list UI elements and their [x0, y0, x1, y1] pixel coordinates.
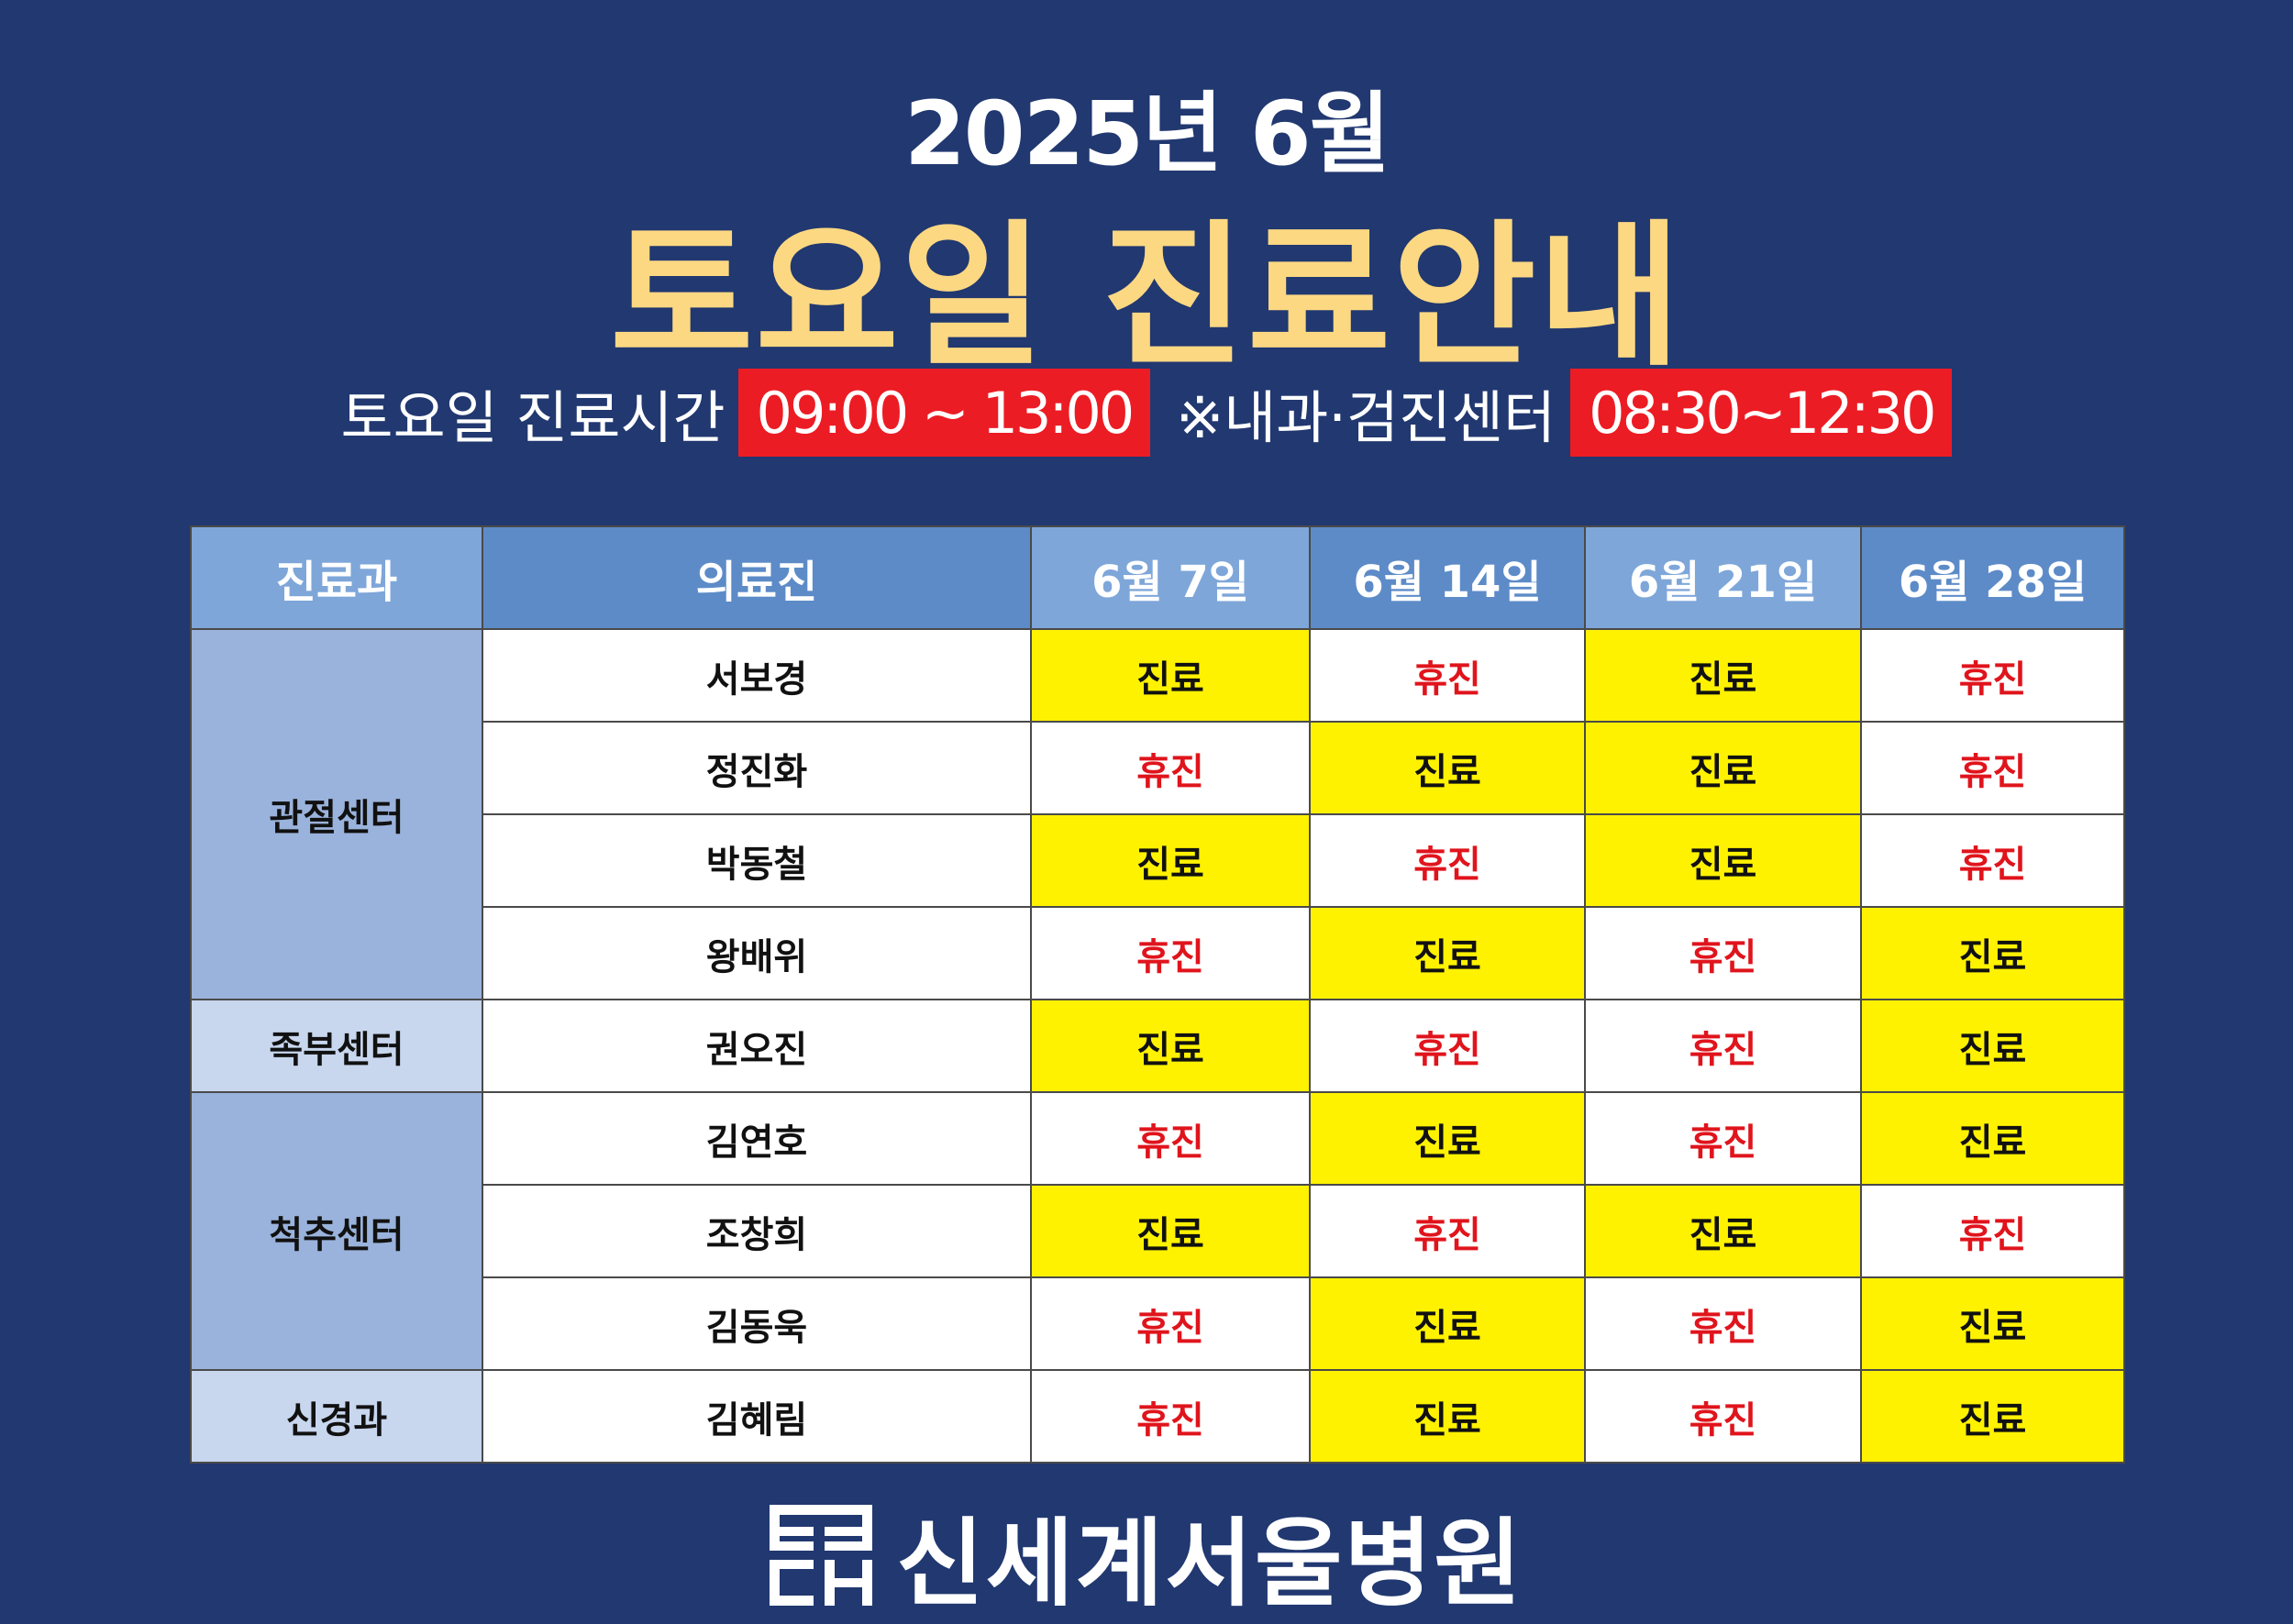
schedule-cell: 휴진	[1309, 999, 1586, 1093]
table-row: 박동철 진료 휴진 진료 휴진	[191, 813, 2125, 908]
doctor-name: 왕배위	[482, 906, 1032, 1000]
schedule-cell: 휴진	[1030, 906, 1311, 1000]
internal-medicine-note: ※내과·검진센터	[1176, 384, 1556, 451]
schedule-cell: 휴진	[1309, 1184, 1586, 1278]
doctor-name: 서보경	[482, 628, 1032, 723]
doctor-name: 김혜림	[482, 1369, 1032, 1464]
schedule-cell: 진료	[1860, 906, 2125, 1000]
schedule-cell: 진료	[1309, 1091, 1586, 1186]
table-row: 족부센터 권오진 진료 휴진 휴진 진료	[190, 999, 2125, 1093]
header-doctor: 의료진	[482, 525, 1032, 630]
schedule-cell: 휴진	[1584, 1091, 1862, 1186]
hours-time-badge: 09:00 ~ 13:00	[737, 369, 1151, 457]
schedule-cell: 휴진	[1860, 813, 2125, 908]
department-cell: 관절센터	[190, 628, 483, 1000]
hospital-logo-icon	[770, 1504, 873, 1606]
schedule-cell: 진료	[1030, 999, 1311, 1093]
schedule-cell: 진료	[1030, 813, 1311, 908]
table-header-row: 진료과 의료진 6월 7일 6월 14일 6월 21일 6월 28일	[190, 525, 2125, 630]
hospital-name: 신세계서울병원	[896, 1508, 1523, 1619]
header-date: 6월 7일	[1030, 525, 1311, 630]
schedule-cell: 진료	[1860, 1276, 2125, 1371]
doctor-name: 김연호	[482, 1091, 1032, 1186]
table-row: 정진화 휴진 진료 진료 휴진	[191, 721, 2125, 815]
doctor-name: 조창희	[482, 1184, 1032, 1278]
hours-label: 토요일 진료시간	[340, 384, 726, 451]
schedule-cell: 휴진	[1860, 721, 2125, 815]
hospital-footer: 신세계서울병원	[0, 1486, 2293, 1624]
header-date: 6월 21일	[1584, 525, 1862, 630]
department-cell: 척추센터	[190, 1091, 483, 1371]
schedule-cell: 진료	[1309, 1276, 1586, 1371]
schedule-cell: 휴진	[1309, 628, 1586, 723]
table-row: 김동욱 휴진 진료 휴진 진료	[191, 1276, 2125, 1371]
schedule-cell: 진료	[1030, 628, 1311, 723]
schedule-cell: 진료	[1860, 1091, 2125, 1186]
table-row: 신경과 김혜림 휴진 진료 휴진 진료	[190, 1369, 2125, 1464]
doctor-name: 박동철	[482, 813, 1032, 908]
internal-medicine-time-badge: 08:30~12:30	[1570, 369, 1953, 457]
department-cell: 신경과	[190, 1369, 483, 1464]
schedule-cell: 진료	[1584, 813, 1862, 908]
schedule-cell: 휴진	[1584, 1369, 1862, 1464]
schedule-cell: 휴진	[1309, 813, 1586, 908]
table-row: 왕배위 휴진 진료 휴진 진료	[191, 906, 2125, 1000]
year-month-heading: 2025년 6월	[903, 83, 1390, 185]
schedule-cell: 진료	[1860, 999, 2125, 1093]
schedule-cell: 휴진	[1860, 628, 2125, 723]
schedule-cell: 진료	[1584, 721, 1862, 815]
schedule-cell: 휴진	[1584, 906, 1862, 1000]
schedule-cell: 휴진	[1584, 1276, 1862, 1371]
schedule-cell: 휴진	[1584, 999, 1862, 1093]
schedule-cell: 휴진	[1030, 1091, 1311, 1186]
schedule-cell: 휴진	[1030, 1369, 1311, 1464]
header-department: 진료과	[190, 525, 483, 630]
schedule-cell: 휴진	[1030, 1276, 1311, 1371]
table-row: 관절센터 서보경 진료 휴진 진료 휴진	[190, 628, 2125, 1000]
schedule-cell: 휴진	[1860, 1184, 2125, 1278]
schedule-cell: 진료	[1030, 1184, 1311, 1278]
saturday-hours-bar: 토요일 진료시간 09:00 ~ 13:00 ※내과·검진센터 08:30~12…	[0, 369, 2293, 457]
page-title: 토요일 진료안내	[610, 206, 1683, 388]
schedule-cell: 진료	[1309, 721, 1586, 815]
department-cell: 족부센터	[190, 999, 483, 1093]
table-row: 조창희 진료 휴진 진료 휴진	[191, 1184, 2125, 1278]
doctor-name: 정진화	[482, 721, 1032, 815]
header-date: 6월 28일	[1860, 525, 2125, 630]
table-row: 척추센터 김연호 휴진 진료 휴진 진료	[190, 1091, 2125, 1371]
schedule-cell: 진료	[1584, 1184, 1862, 1278]
schedule-table: 진료과 의료진 6월 7일 6월 14일 6월 21일 6월 28일 관절센터 …	[190, 525, 2125, 1464]
schedule-cell: 진료	[1584, 628, 1862, 723]
schedule-cell: 진료	[1860, 1369, 2125, 1464]
schedule-cell: 휴진	[1030, 721, 1311, 815]
schedule-cell: 진료	[1309, 1369, 1586, 1464]
doctor-name: 권오진	[482, 999, 1032, 1093]
header-date: 6월 14일	[1309, 525, 1586, 630]
schedule-cell: 진료	[1309, 906, 1586, 1000]
doctor-name: 김동욱	[482, 1276, 1032, 1371]
